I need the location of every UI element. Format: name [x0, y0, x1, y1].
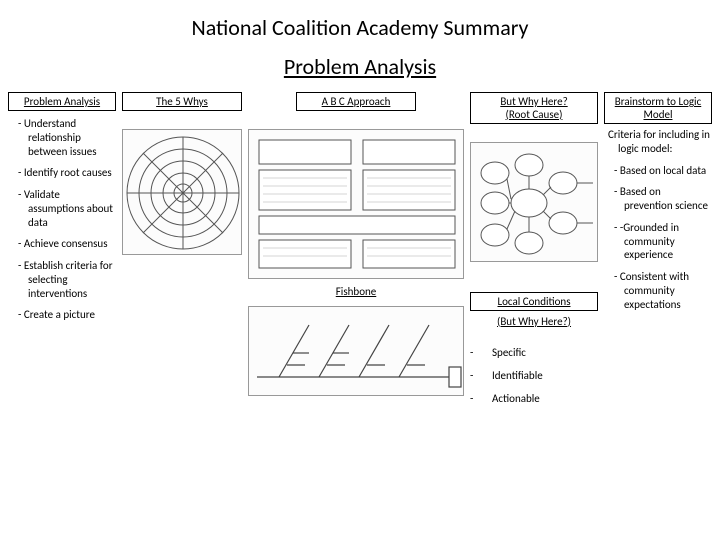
list-item: - -Grounded in community experience [606, 221, 710, 262]
col-five-whys: The 5 Whys [122, 92, 242, 255]
five-whys-diagram [122, 129, 242, 255]
columns-row: Problem Analysis - Understand relationsh… [0, 80, 720, 415]
list-item: - Consistent with community expectations [606, 270, 710, 311]
local-conditions-sub: (But Why Here?) [470, 315, 598, 328]
brainstorm-list: - Based on local data - Based on prevent… [604, 158, 712, 326]
list-item: - Achieve consensus [10, 237, 114, 251]
col-but-why: But Why Here? (Root Cause) [470, 92, 598, 415]
heading-line2: (Root Cause) [506, 108, 563, 121]
heading-line2: Model [644, 108, 673, 121]
nested-circles-icon [123, 130, 242, 255]
bubble-cluster-icon [471, 143, 598, 262]
bubble-diagram [470, 142, 598, 262]
col-heading-brainstorm: Brainstorm to Logic Model [604, 92, 712, 124]
criteria-lead: Criteria for including in logic model: [604, 124, 712, 158]
col-heading-problem-analysis: Problem Analysis [8, 92, 116, 111]
list-item: -Actionable [470, 392, 598, 405]
local-conditions-heading: Local Conditions [470, 292, 598, 311]
fishbone-icon [249, 307, 464, 396]
list-item: - Understand relationship between issues [10, 117, 114, 158]
heading-line1: But Why Here? [500, 95, 567, 108]
list-item: - Create a picture [10, 308, 114, 322]
abc-diagram [248, 129, 464, 279]
list-item: - Establish criteria for selecting inter… [10, 259, 114, 300]
col-abc: A B C Approach [248, 92, 464, 396]
page-title: National Coalition Academy Summary [0, 0, 720, 41]
table-boxes-icon [249, 130, 464, 279]
list-item: -Specific [470, 346, 598, 359]
col-problem-analysis: Problem Analysis - Understand relationsh… [8, 92, 116, 336]
col-heading-abc: A B C Approach [296, 92, 416, 111]
list-item: - Based on prevention science [606, 185, 710, 213]
list-item: -Identifiable [470, 369, 598, 382]
heading-line1: Brainstorm to Logic [615, 95, 701, 108]
problem-analysis-list: - Understand relationship between issues… [8, 111, 116, 336]
col-heading-five-whys: The 5 Whys [122, 92, 242, 111]
col-heading-but-why: But Why Here? (Root Cause) [470, 92, 598, 124]
fishbone-diagram [248, 306, 464, 396]
col-brainstorm: Brainstorm to Logic Model Criteria for i… [604, 92, 712, 325]
page-subtitle: Problem Analysis [0, 53, 720, 80]
fishbone-heading: Fishbone [248, 285, 464, 298]
dash-list: -Specific -Identifiable -Actionable [470, 346, 598, 415]
list-item: - Identify root causes [10, 166, 114, 180]
list-item: - Based on local data [606, 164, 710, 178]
list-item: - Validate assumptions about data [10, 188, 114, 229]
